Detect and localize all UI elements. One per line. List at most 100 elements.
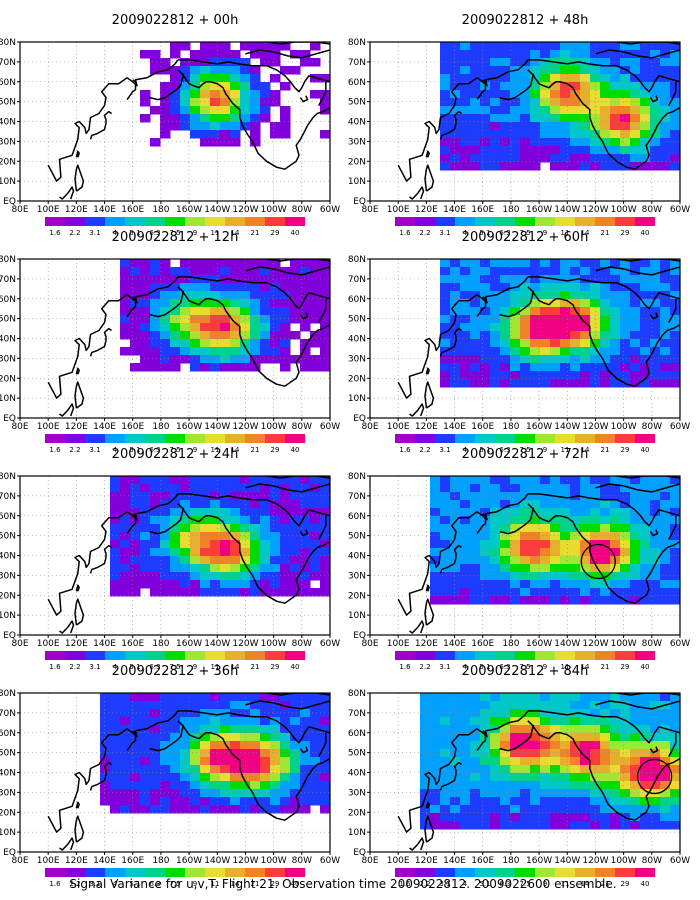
lon-tick-label: 120E bbox=[65, 205, 88, 215]
field-cell bbox=[210, 331, 221, 340]
lat-tick-label: 60N bbox=[348, 512, 366, 522]
field-cell bbox=[160, 532, 171, 541]
field-cell bbox=[660, 733, 671, 742]
field-cell bbox=[670, 693, 680, 702]
field-cell bbox=[320, 74, 330, 83]
lat-tick-label: 80N bbox=[348, 472, 366, 482]
coastline bbox=[126, 296, 137, 318]
field-cell bbox=[280, 500, 291, 509]
lon-tick-label: 100W bbox=[261, 205, 287, 215]
field-cell bbox=[490, 749, 501, 758]
field-cell bbox=[470, 757, 481, 766]
field-cell bbox=[220, 283, 231, 292]
field-cell bbox=[270, 98, 281, 107]
field-cell bbox=[660, 331, 671, 340]
lon-tick-label: 60W bbox=[670, 639, 690, 649]
coastline bbox=[299, 746, 309, 754]
field-cell bbox=[670, 98, 680, 107]
field-cell bbox=[260, 307, 271, 316]
field-cell bbox=[450, 789, 461, 798]
field-cell bbox=[600, 709, 611, 718]
field-cell bbox=[160, 757, 171, 766]
field-cell bbox=[140, 781, 151, 790]
field-cell bbox=[100, 781, 111, 790]
field-cell bbox=[510, 813, 521, 822]
field-cell bbox=[170, 42, 181, 51]
field-cell bbox=[460, 733, 471, 742]
lon-tick-label: 80W bbox=[642, 856, 662, 866]
field-cell bbox=[480, 106, 491, 115]
field-cell bbox=[470, 162, 481, 171]
field-cell bbox=[210, 500, 221, 509]
field-cell bbox=[610, 283, 621, 292]
field-cell bbox=[280, 725, 291, 734]
field-cell bbox=[600, 267, 611, 276]
field-cell bbox=[660, 371, 671, 380]
field-cell bbox=[180, 805, 191, 814]
field-cell bbox=[560, 532, 571, 541]
field-cell bbox=[250, 484, 261, 493]
field-cell bbox=[170, 580, 181, 589]
field-cell bbox=[440, 492, 451, 501]
field-cell bbox=[530, 773, 541, 782]
field-cell bbox=[530, 805, 541, 814]
field-cell bbox=[210, 733, 221, 742]
lon-tick-label: 100W bbox=[611, 205, 637, 215]
field-cell bbox=[620, 564, 631, 573]
field-cell bbox=[260, 355, 271, 364]
field-cell bbox=[600, 259, 611, 268]
field-cell bbox=[600, 74, 611, 83]
field-cell bbox=[230, 82, 241, 91]
field-cell bbox=[630, 492, 641, 501]
field-cell bbox=[280, 130, 291, 139]
field-cell bbox=[650, 556, 661, 565]
field-cell bbox=[180, 90, 191, 99]
field-cell bbox=[320, 572, 330, 581]
field-cell bbox=[470, 821, 481, 830]
field-cell bbox=[610, 90, 621, 99]
field-cell bbox=[420, 741, 431, 750]
field-cell bbox=[280, 484, 291, 493]
field-cell bbox=[660, 693, 671, 702]
colorbar-label: 9 bbox=[193, 229, 197, 237]
field-cell bbox=[580, 299, 591, 308]
field-cell bbox=[660, 580, 671, 589]
field-cell bbox=[540, 548, 551, 557]
field-cell bbox=[170, 797, 181, 806]
field-cell bbox=[250, 275, 261, 284]
field-cell bbox=[130, 789, 141, 798]
field-cell bbox=[650, 307, 661, 316]
lat-tick-label: 10N bbox=[348, 611, 366, 621]
field-cell bbox=[170, 484, 181, 493]
field-cell bbox=[480, 323, 491, 332]
coastline bbox=[595, 49, 680, 59]
field-cell bbox=[600, 492, 611, 501]
lat-tick-label: 70N bbox=[0, 58, 16, 68]
field-cell bbox=[600, 146, 611, 155]
field-cell bbox=[220, 532, 231, 541]
coastline bbox=[177, 503, 330, 604]
field-cell bbox=[550, 508, 561, 517]
field-cell bbox=[230, 572, 241, 581]
field-cell bbox=[610, 789, 621, 798]
lon-tick-label: 160E bbox=[471, 856, 494, 866]
colorbar-swatch bbox=[615, 217, 635, 226]
field-cell bbox=[530, 371, 541, 380]
variance-field bbox=[110, 476, 330, 597]
field-cell bbox=[300, 556, 311, 565]
field-cell bbox=[580, 701, 591, 710]
field-cell bbox=[460, 283, 471, 292]
field-cell bbox=[660, 114, 671, 123]
field-cell bbox=[260, 701, 271, 710]
field-cell bbox=[270, 572, 281, 581]
coastline bbox=[439, 327, 463, 357]
field-cell bbox=[420, 709, 431, 718]
field-cell bbox=[540, 371, 551, 380]
field-cell bbox=[500, 805, 511, 814]
field-cell bbox=[230, 331, 241, 340]
colorbar-label: 1.6 bbox=[399, 663, 411, 671]
colorbar-label: 21 bbox=[251, 229, 260, 237]
field-cell bbox=[200, 50, 211, 59]
